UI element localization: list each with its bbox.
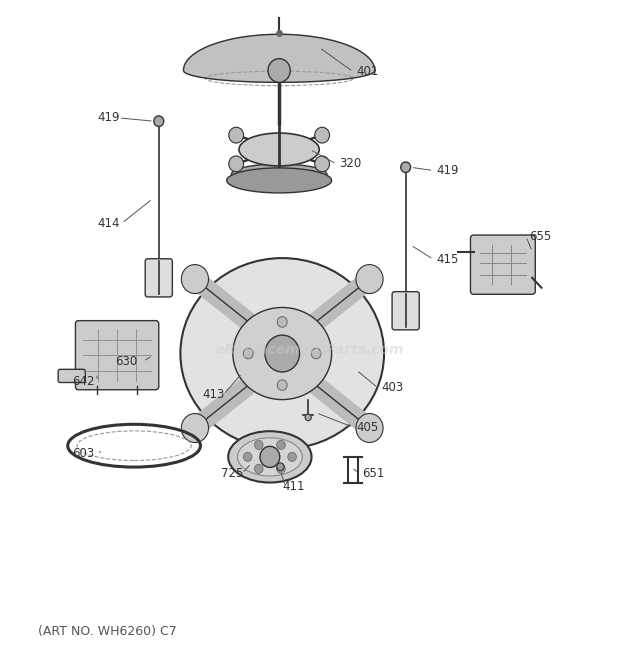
Ellipse shape (228, 431, 311, 483)
Text: 725: 725 (221, 467, 243, 480)
Circle shape (315, 156, 329, 172)
Text: 405: 405 (356, 421, 379, 434)
Circle shape (265, 335, 299, 372)
Circle shape (243, 452, 252, 461)
Circle shape (315, 128, 329, 143)
Circle shape (356, 414, 383, 442)
Text: 603: 603 (73, 447, 95, 460)
Ellipse shape (233, 307, 332, 400)
Text: 415: 415 (436, 253, 459, 266)
Circle shape (260, 446, 280, 467)
Ellipse shape (231, 164, 327, 185)
Text: 642: 642 (73, 375, 95, 388)
Circle shape (277, 464, 285, 473)
Ellipse shape (180, 258, 384, 449)
Circle shape (182, 264, 208, 293)
Text: 413: 413 (202, 388, 224, 401)
Text: 655: 655 (529, 230, 551, 243)
FancyBboxPatch shape (471, 235, 535, 294)
Circle shape (254, 464, 263, 473)
Circle shape (401, 162, 410, 173)
Text: 320: 320 (340, 157, 362, 171)
Text: 651: 651 (363, 467, 385, 480)
Text: 403: 403 (381, 381, 403, 394)
Text: eReplacementParts.com: eReplacementParts.com (216, 343, 404, 357)
Circle shape (154, 116, 164, 126)
Circle shape (288, 452, 296, 461)
Circle shape (277, 317, 287, 327)
Polygon shape (184, 34, 375, 83)
Text: 414: 414 (97, 217, 120, 230)
Circle shape (305, 414, 311, 420)
Circle shape (229, 128, 244, 143)
Circle shape (311, 348, 321, 359)
Ellipse shape (227, 168, 332, 193)
Text: 411: 411 (282, 480, 304, 493)
Circle shape (243, 348, 253, 359)
Ellipse shape (237, 438, 303, 476)
Circle shape (229, 156, 244, 172)
Circle shape (277, 463, 284, 471)
FancyBboxPatch shape (76, 321, 159, 390)
Text: 630: 630 (115, 355, 138, 368)
Circle shape (356, 264, 383, 293)
Circle shape (277, 380, 287, 391)
Circle shape (277, 440, 285, 449)
Text: 401: 401 (356, 65, 379, 78)
Circle shape (254, 440, 263, 449)
Text: 419: 419 (97, 112, 120, 124)
Ellipse shape (239, 133, 319, 166)
Text: 419: 419 (436, 164, 459, 177)
FancyBboxPatch shape (392, 292, 419, 330)
FancyBboxPatch shape (58, 369, 86, 383)
FancyBboxPatch shape (145, 258, 172, 297)
Circle shape (182, 414, 208, 442)
Text: (ART NO. WH6260) C7: (ART NO. WH6260) C7 (38, 625, 177, 638)
Circle shape (268, 59, 290, 83)
